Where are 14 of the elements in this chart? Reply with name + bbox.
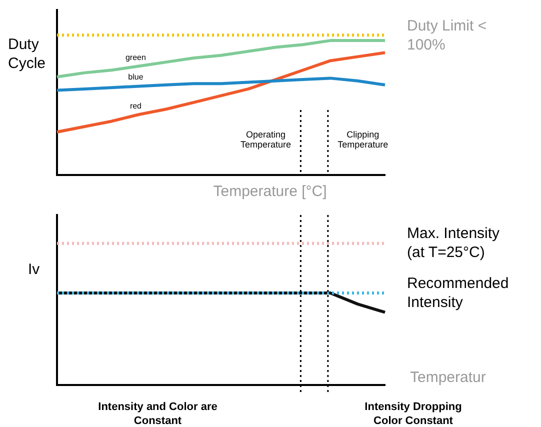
text: Intensity Dropping Color Constant [364, 401, 462, 427]
ref-line-label: Recommended Intensity [407, 275, 509, 312]
ref-line-label: Duty Limit < 100% [407, 17, 487, 54]
annotation: Operating Temperature [240, 129, 291, 150]
y-axis-title: Iv [28, 261, 40, 278]
series-label: blue [128, 72, 144, 82]
y-axis-title: Duty Cycle [8, 36, 46, 72]
annotation: Clipping Temperature [338, 129, 388, 150]
x-axis-title: Temperatur [410, 369, 486, 386]
text: Max. Intensity (at T=25°C) [407, 225, 500, 262]
x-axis-title: Temperature [°C] [213, 183, 327, 200]
series-label: red [130, 102, 142, 111]
text: Intensity and Color are Constant [98, 401, 218, 427]
series-label: green [125, 52, 146, 62]
